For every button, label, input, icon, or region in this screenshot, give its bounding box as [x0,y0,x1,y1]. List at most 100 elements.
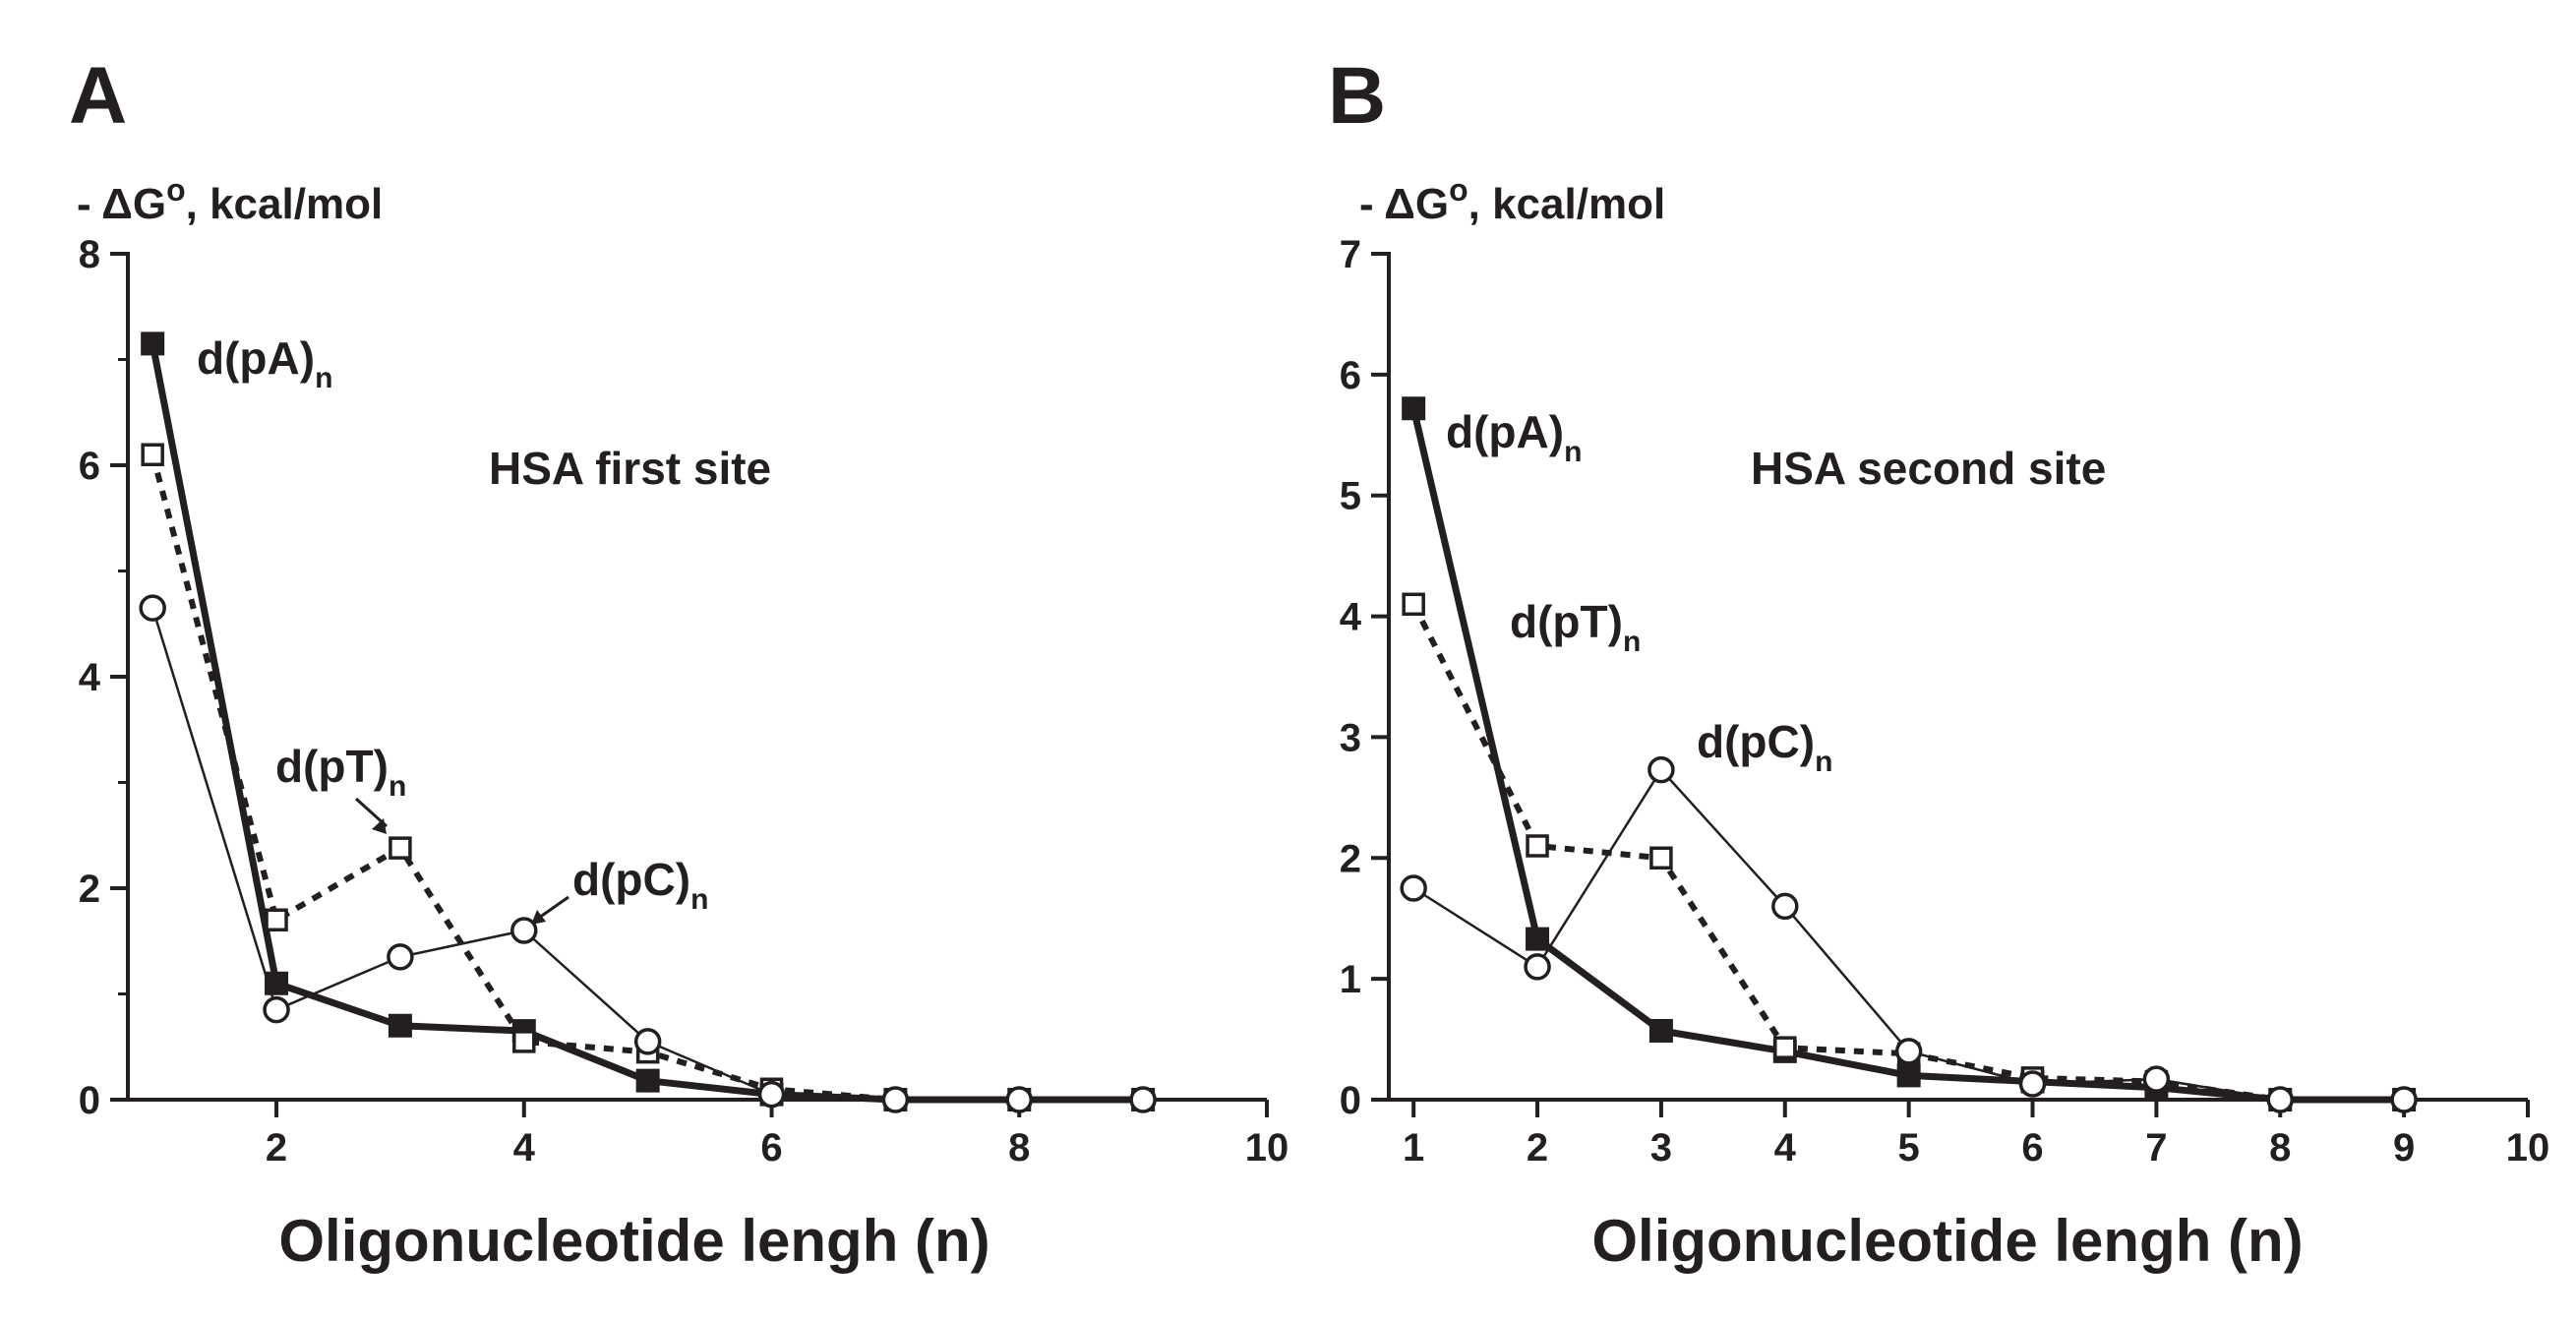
panel-b-point-pT [1526,834,1549,858]
panel-a-point-pT [141,443,164,466]
panel-b-label-pa-text: d(pA) [1446,406,1564,457]
panel-a-site-label: HSA first site [489,443,771,494]
panel-b-ytick-label: 3 [1340,716,1361,759]
panel-b-point-pC [2266,1086,2295,1113]
panel-b-point-pT [1402,592,1425,617]
panel-b-point-pC [1894,1038,1923,1065]
panel-b-ylabel-main: - ΔG [1359,180,1449,228]
panel-a-label-pt: d(pT)n [275,741,406,803]
panel-a-xtick-label: 4 [513,1126,536,1170]
panel-b-ytick-label: 0 [1340,1079,1361,1122]
panel-a-point-pC [139,594,166,622]
panel-b-label-pt-text: d(pT) [1510,596,1623,647]
panel-a-xtick-label: 10 [1245,1126,1289,1170]
panel-b-label-pc: d(pC)n [1697,716,1832,778]
panel-a-point-pC [387,943,414,971]
panel-a-ytick-label: 4 [79,656,101,699]
panel-a-label-pc: d(pC)n [572,854,708,916]
panel-b-point-pT [1773,1036,1797,1059]
panel-b-label-pc-text: d(pC) [1697,716,1815,767]
panel-b-ylabel: - ΔGo, kcal/mol [1359,172,1665,228]
panel-a-point-pA [388,1013,412,1038]
panel-a-point-pC [1005,1086,1034,1113]
panel-b-xlabel: Oligonucleotide lengh (n) [1591,1208,2303,1274]
panel-b-label-pa: d(pA)n [1446,406,1582,468]
panel-a-letter: A [69,51,127,141]
panel-a-ytick-label: 0 [79,1079,100,1122]
panel-b-point-pC [2390,1086,2418,1113]
panel-a-point-pC [757,1080,786,1109]
panel-b-line-pA [1409,407,2405,1104]
panel-a-point-pA [635,1068,660,1093]
panel-b-ytick-label: 5 [1340,475,1361,518]
panel-a-label-pa: d(pA)n [197,332,332,394]
panel-a-ylabel-units: , kcal/mol [186,180,384,228]
panel-a-label-pa-text: d(pA) [197,332,315,384]
panel-a: A - ΔGo, kcal/mol Oligonucleotide lengh … [69,51,1288,1274]
panel-b-point-pA [1648,1018,1673,1043]
panel-a-label-pt-text: d(pT) [275,741,389,792]
panel-b-point-pT [1649,846,1673,870]
panel-b-point-pC [1524,953,1551,981]
panel-b-point-pC [2142,1065,2171,1093]
panel-b-xtick-label: 4 [1774,1126,1797,1170]
panel-b-xtick-label: 3 [1650,1126,1672,1170]
panel-b-xtick-label: 6 [2021,1126,2043,1170]
panel-a-xlabel: Oligonucleotide lengh (n) [278,1208,989,1274]
panel-b-line-pT [1410,602,2405,1103]
panel-b-ytick-label: 7 [1340,233,1361,276]
panel-a-xtick-label: 2 [266,1126,287,1170]
panel-b-ytick-label: 4 [1340,596,1362,639]
panel-b-site-label: HSA second site [1751,443,2106,494]
panel-b-point-pC [1771,892,1799,921]
panel-a-label-pa-sub: n [315,362,332,394]
panel-a-point-pT [389,836,412,860]
panel-b-xtick-label: 7 [2145,1126,2167,1170]
panel-a-xtick-label: 8 [1008,1126,1030,1170]
panel-a-arrowhead-pt [372,818,387,834]
panel-a-point-pA [141,331,165,356]
panel-b-ytick-label: 1 [1340,958,1361,1001]
panel-a-point-pC [510,917,538,944]
panel-b-point-pC [1400,874,1427,902]
panel-b-point-pA [1526,927,1550,951]
panel-b-ytick-label: 6 [1340,354,1361,397]
panel-a-label-pc-text: d(pC) [572,854,690,905]
panel-a-ylabel: - ΔGo, kcal/mol [77,172,383,228]
panel-b: B - ΔGo, kcal/mol Oligonucleotide lengh … [1328,51,2549,1274]
panel-a-ylabel-main: - ΔG [77,180,166,228]
panel-a-ytick-label: 6 [79,445,100,488]
panel-b-xtick-label: 2 [1527,1126,1548,1170]
panel-a-label-pc-sub: n [690,883,708,916]
panel-a-arrowhead-pc [531,910,546,925]
panel-b-letter: B [1328,51,1386,141]
panel-b-label-pa-sub: n [1564,436,1582,468]
panel-a-point-pC [263,995,290,1024]
panel-a-point-pC [1129,1086,1157,1113]
panel-b-point-pC [1647,755,1675,784]
panel-b-xtick-label: 10 [2506,1126,2550,1170]
panel-b-xtick-label: 1 [1403,1126,1424,1170]
panel-b-ytick-label: 2 [1340,837,1361,880]
panel-b-ylabel-units: , kcal/mol [1468,180,1666,228]
panel-b-label-pt: d(pT)n [1510,596,1641,658]
panel-b-ylabel-sup: o [1449,172,1468,208]
panel-b-point-pC [2018,1070,2047,1098]
panel-a-point-pA [265,971,289,995]
panel-a-point-pC [633,1028,662,1055]
panel-a-arrow-pc [538,895,569,920]
panel-b-xtick-label: 5 [1898,1126,1920,1170]
panel-a-point-pT [265,908,288,931]
panel-b-xtick-label: 8 [2269,1126,2291,1170]
panel-b-label-pt-sub: n [1623,626,1641,658]
panel-b-label-pc-sub: n [1815,746,1832,778]
panel-a-ytick-label: 8 [79,233,100,276]
panel-a-xtick-label: 6 [760,1126,782,1170]
panel-a-ytick-label: 2 [79,868,100,911]
panel-a-point-pT [512,1030,536,1053]
panel-b-xtick-label: 9 [2393,1126,2415,1170]
panel-a-point-pC [881,1086,910,1113]
panel-a-ylabel-sup: o [166,172,186,208]
